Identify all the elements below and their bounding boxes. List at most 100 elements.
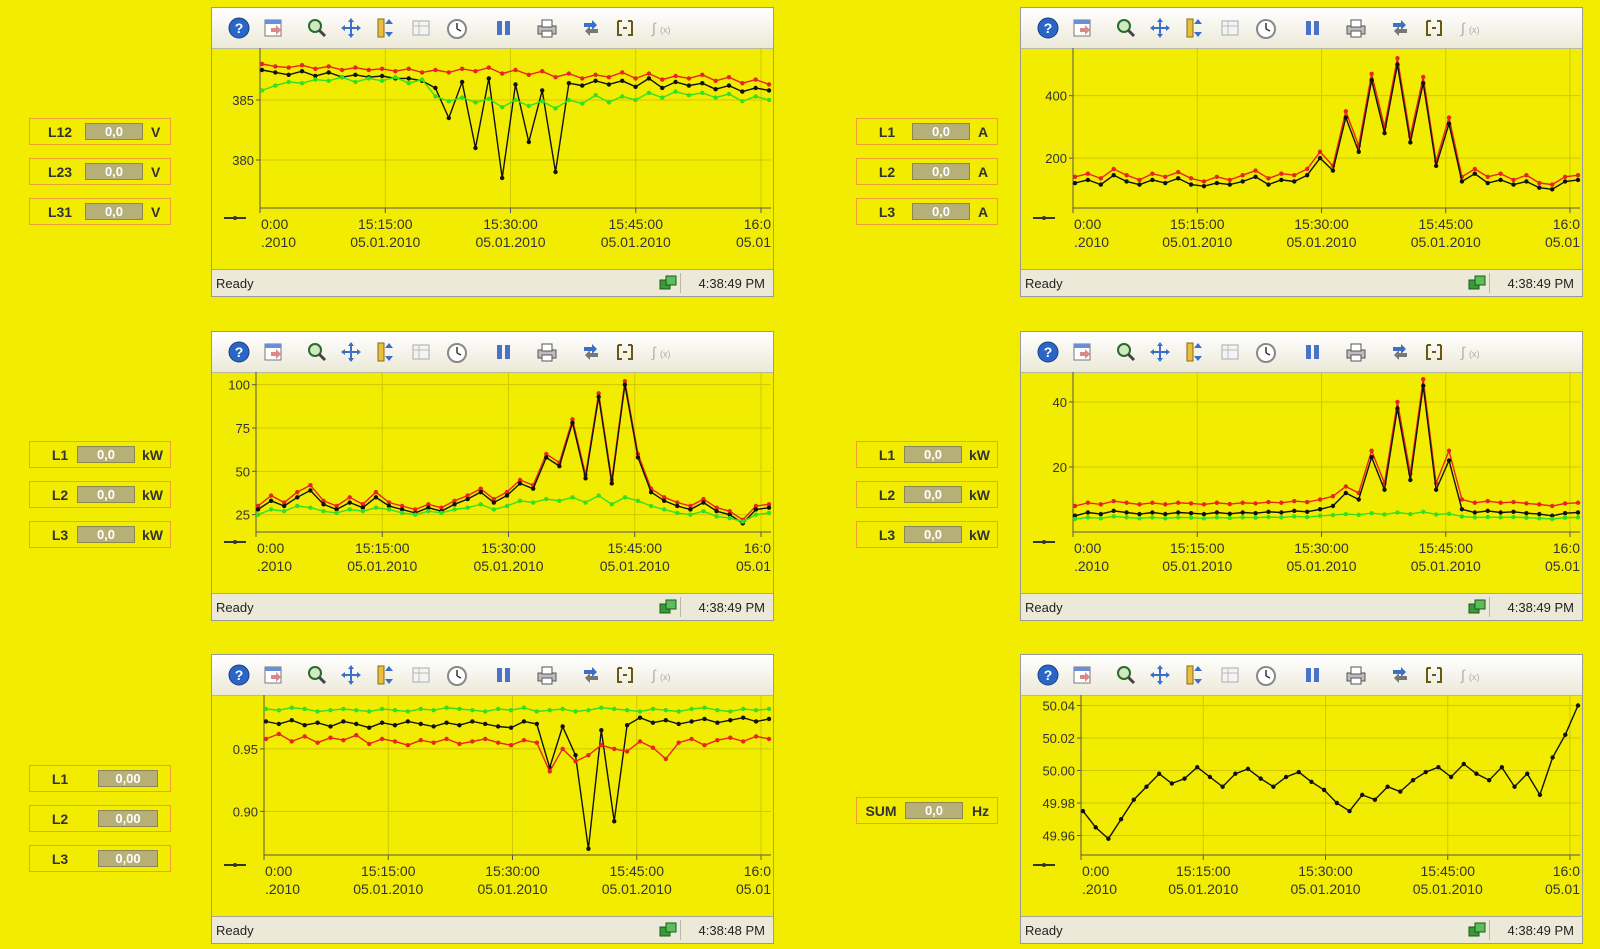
pan-icon xyxy=(341,342,361,362)
table-button[interactable] xyxy=(1217,16,1243,40)
print-button[interactable] xyxy=(1343,340,1369,364)
formula-button[interactable]: ∫ (x) xyxy=(648,16,674,40)
export-button[interactable] xyxy=(1069,16,1095,40)
chart-plot-area[interactable]: 400 200 0:00 .2010 15:15:00 05.01.2010 15:30:0… xyxy=(1021,48,1582,278)
range-button[interactable] xyxy=(612,340,638,364)
sync-button[interactable] xyxy=(578,340,604,364)
range-button[interactable] xyxy=(1421,340,1447,364)
data-point xyxy=(1382,487,1387,492)
zoom-button[interactable] xyxy=(304,16,330,40)
print-button[interactable] xyxy=(1343,663,1369,687)
table-button[interactable] xyxy=(1217,340,1243,364)
time-button[interactable] xyxy=(444,663,470,687)
formula-button[interactable]: ∫ (x) xyxy=(1457,663,1483,687)
data-point xyxy=(650,706,656,712)
time-button[interactable] xyxy=(444,340,470,364)
data-point xyxy=(599,705,604,710)
time-button[interactable] xyxy=(1253,16,1279,40)
print-button[interactable] xyxy=(534,663,560,687)
pan-button[interactable] xyxy=(1147,16,1173,40)
export-button[interactable] xyxy=(1069,340,1095,364)
pan-button[interactable] xyxy=(338,340,364,364)
chart-plot-area[interactable]: 0.95 0.90 0:00 .2010 15:15:00 05.01.2010 15:30… xyxy=(212,695,773,925)
time-button[interactable] xyxy=(1253,340,1279,364)
data-point xyxy=(728,718,733,723)
pause-button[interactable] xyxy=(490,340,516,364)
pan-button[interactable] xyxy=(1147,663,1173,687)
svg-text:?: ? xyxy=(235,20,244,36)
scale-button[interactable] xyxy=(1181,16,1207,40)
help-button[interactable]: ? xyxy=(1035,663,1061,687)
pause-button[interactable] xyxy=(1299,16,1325,40)
help-icon: ? xyxy=(228,341,250,363)
time-button[interactable] xyxy=(444,16,470,40)
status-text: Ready xyxy=(216,923,254,938)
scale-button[interactable] xyxy=(1181,663,1207,687)
pause-button[interactable] xyxy=(1299,340,1325,364)
pause-button[interactable] xyxy=(1299,663,1325,687)
zoom-button[interactable] xyxy=(1113,663,1139,687)
help-button[interactable]: ? xyxy=(226,340,252,364)
data-point xyxy=(557,498,562,503)
data-point xyxy=(419,77,425,82)
chart-plot-area[interactable]: 40 20 0:00 .2010 15:15:00 05.01.2010 15:30:00 0… xyxy=(1021,372,1582,602)
sync-button[interactable] xyxy=(578,663,604,687)
data-point xyxy=(635,455,641,460)
data-point xyxy=(727,515,732,521)
pause-button[interactable] xyxy=(490,663,516,687)
range-button[interactable] xyxy=(1421,663,1447,687)
range-button[interactable] xyxy=(1421,16,1447,40)
sync-button[interactable] xyxy=(1387,663,1413,687)
chart-plot-area[interactable]: 100 75 50 25 0:00 .2010 15:15:00 05.01.2010 15:3… xyxy=(212,372,773,602)
export-button[interactable] xyxy=(260,16,286,40)
zoom-button[interactable] xyxy=(1113,16,1139,40)
data-point xyxy=(1163,502,1168,507)
table-button[interactable] xyxy=(1217,663,1243,687)
table-button[interactable] xyxy=(408,663,434,687)
scale-button[interactable] xyxy=(372,16,398,40)
export-button[interactable] xyxy=(1069,663,1095,687)
pan-button[interactable] xyxy=(338,663,364,687)
x-tick-label-date: 05.01 xyxy=(736,234,771,250)
sync-button[interactable] xyxy=(1387,16,1413,40)
pause-button[interactable] xyxy=(490,16,516,40)
print-button[interactable] xyxy=(534,16,560,40)
zoom-button[interactable] xyxy=(1113,340,1139,364)
pan-button[interactable] xyxy=(338,16,364,40)
sync-button[interactable] xyxy=(1387,340,1413,364)
zoom-button[interactable] xyxy=(304,340,330,364)
table-button[interactable] xyxy=(408,340,434,364)
data-point xyxy=(354,721,359,727)
data-point xyxy=(1330,503,1336,509)
print-button[interactable] xyxy=(1343,16,1369,40)
export-button[interactable] xyxy=(260,663,286,687)
chart-plot-area[interactable]: 385 380 0:00 .2010 15:15:00 05.01.2010 15:30:0… xyxy=(212,48,773,278)
scale-button[interactable] xyxy=(372,340,398,364)
range-button[interactable] xyxy=(612,16,638,40)
help-button[interactable]: ? xyxy=(1035,16,1061,40)
sync-button[interactable] xyxy=(578,16,604,40)
table-button[interactable] xyxy=(408,16,434,40)
formula-button[interactable]: ∫ (x) xyxy=(1457,340,1483,364)
y-tick-label: 100 xyxy=(228,378,250,393)
scale-button[interactable] xyxy=(372,663,398,687)
data-point xyxy=(753,94,758,99)
data-point xyxy=(560,706,565,712)
readout-L1-power2: L1 0,0 kW xyxy=(856,441,998,468)
zoom-button[interactable] xyxy=(304,663,330,687)
time-button[interactable] xyxy=(1253,663,1279,687)
formula-button[interactable]: ∫ (x) xyxy=(648,340,674,364)
print-button[interactable] xyxy=(534,340,560,364)
data-point xyxy=(1395,56,1400,61)
chart-plot-area[interactable]: 50.04 50.02 50.00 49.98 49.96 0:00 .2010 15:15:… xyxy=(1021,695,1582,925)
help-button[interactable]: ? xyxy=(226,663,252,687)
export-button[interactable] xyxy=(260,340,286,364)
scale-button[interactable] xyxy=(1181,340,1207,364)
formula-button[interactable]: ∫ (x) xyxy=(648,663,674,687)
formula-button[interactable]: ∫ (x) xyxy=(1457,16,1483,40)
help-button[interactable]: ? xyxy=(226,16,252,40)
range-button[interactable] xyxy=(612,663,638,687)
help-button[interactable]: ? xyxy=(1035,340,1061,364)
data-point xyxy=(504,489,510,495)
pan-button[interactable] xyxy=(1147,340,1173,364)
